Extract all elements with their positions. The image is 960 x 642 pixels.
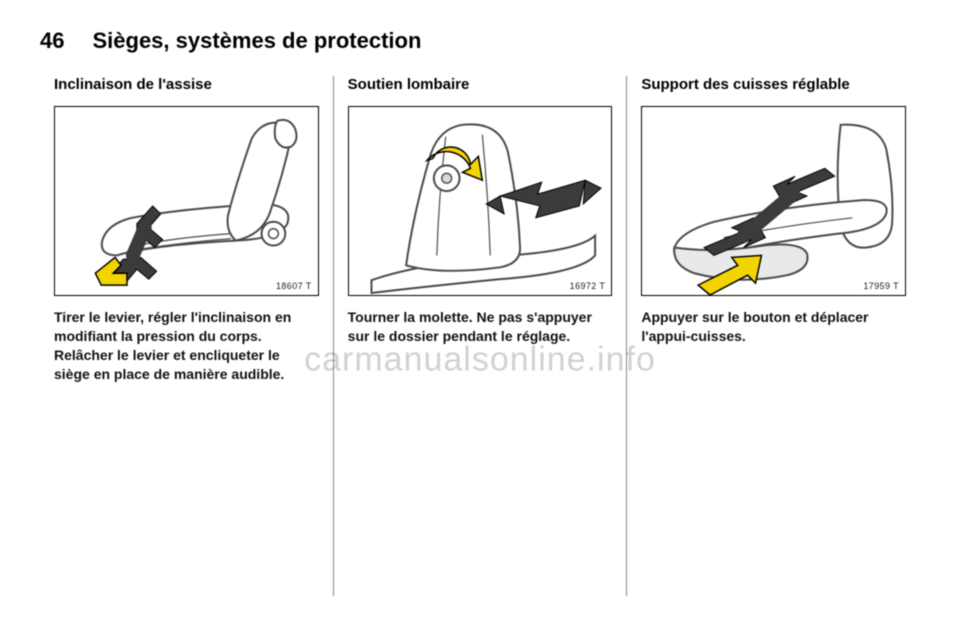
content-columns: Inclinaison de l'assise: [40, 76, 920, 596]
figure-lumbar: 16972 T: [348, 106, 613, 296]
figure-thigh: 17959 T: [641, 106, 906, 296]
lumbar-illustration: [349, 107, 612, 295]
subheading-lumbar: Soutien lombaire: [348, 76, 613, 96]
page-header: 46 Sièges, systèmes de protection: [40, 28, 920, 54]
subheading-tilt: Inclinaison de l'assise: [54, 76, 319, 96]
manual-page: 46 Sièges, systèmes de protection Inclin…: [0, 0, 960, 642]
caption-tilt: Tirer le levier, régler l'inclinaison en…: [54, 308, 319, 384]
column-lumbar: Soutien lombaire: [333, 76, 628, 596]
caption-thigh: Appuyer sur le bouton et déplacer l'appu…: [641, 308, 906, 346]
seat-tilt-illustration: [55, 107, 318, 295]
caption-lumbar: Tourner la molette. Ne pas s'appuyer sur…: [348, 308, 613, 346]
subheading-thigh: Support des cuisses réglable: [641, 76, 906, 96]
figure-id: 17959 T: [863, 281, 899, 291]
column-thigh: Support des cuisses réglable: [627, 76, 920, 596]
chapter-title: Sièges, systèmes de protection: [92, 28, 421, 54]
figure-seat-tilt: 18607 T: [54, 106, 319, 296]
thigh-support-illustration: [642, 107, 905, 295]
page-number: 46: [40, 28, 64, 54]
figure-id: 16972 T: [570, 281, 606, 291]
figure-id: 18607 T: [276, 281, 312, 291]
column-seat-tilt: Inclinaison de l'assise: [40, 76, 333, 596]
